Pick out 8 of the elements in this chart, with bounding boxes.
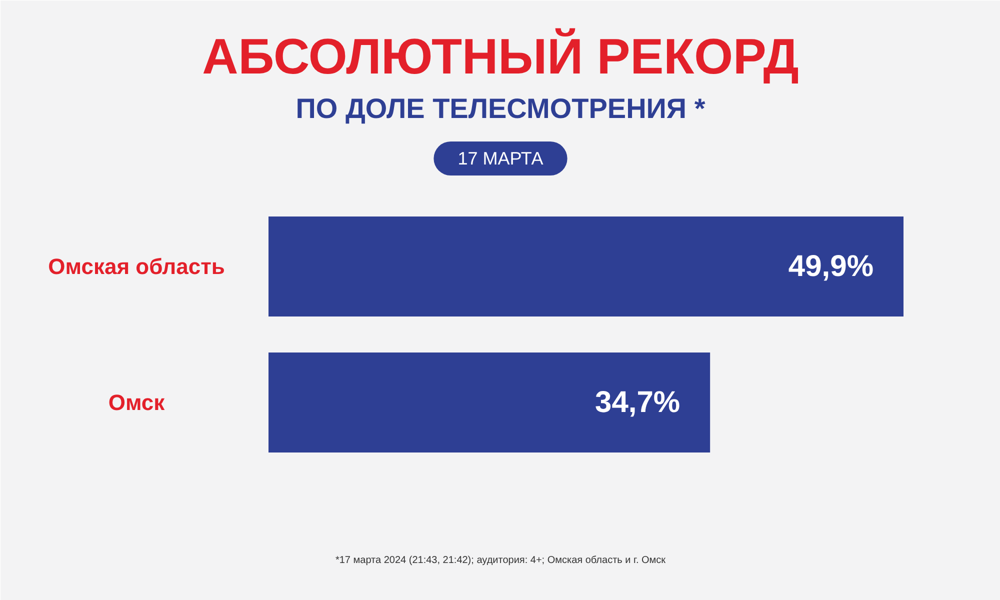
text: 17 МАРТА [458,148,544,168]
chart-subtitle: ПО ДОЛЕ ТЕЛЕСМОТРЕНИЯ * [296,93,706,124]
y-tick-label: Омская область [48,254,225,279]
data-label: 49,9% [788,250,874,283]
data-label: 34,7% [595,386,680,419]
y-tick-label: Омск [108,390,166,415]
chart-title: АБСОЛЮТНЫЙ РЕКОРД [202,28,799,84]
text: *17 марта 2024 (21:43, 21:42); аудитория: 4+; Омская область и г. Омск [335,555,666,566]
